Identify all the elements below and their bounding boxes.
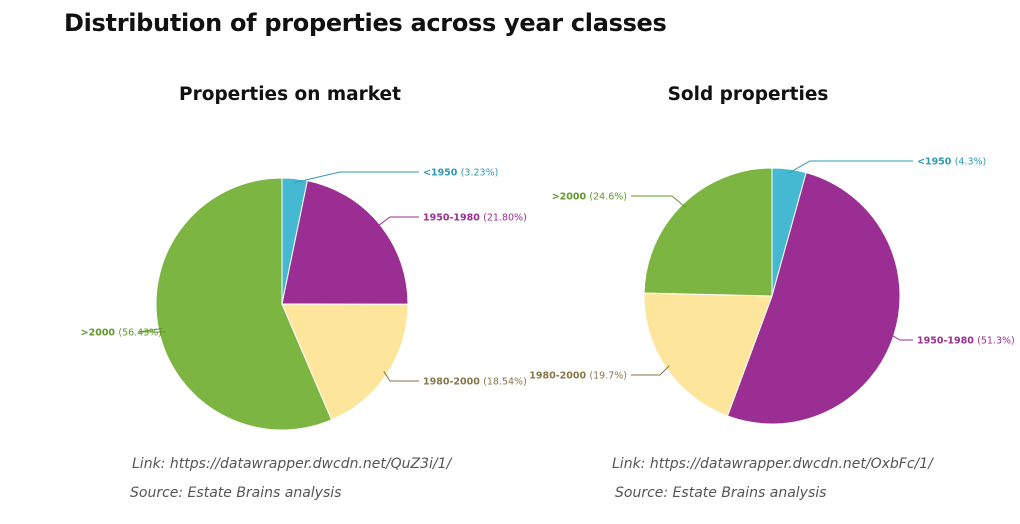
leader-line-on-market-gt2000	[137, 328, 166, 333]
leader-line-sold-1950-1980	[889, 333, 913, 341]
link-prefix: Link:	[132, 456, 166, 472]
pie-slice-sold-1980-2000	[643, 292, 773, 417]
chart-title-on-market: Properties on market	[179, 84, 401, 105]
pie-slice-sold-1950-1980	[726, 172, 901, 425]
slice-label-on-market-gt2000: >2000 (56.43%)	[81, 328, 162, 339]
slice-label-sold-1950-1980: 1950-1980 (51.3%)	[917, 336, 1015, 347]
slice-label-on-market-lt1950: <1950 (3.23%)	[423, 168, 498, 179]
slice-label-sold-1980-2000: 1980-2000 (19.7%)	[529, 371, 627, 382]
leader-line-sold-1980-2000	[631, 365, 670, 376]
leader-line-sold-lt1950	[788, 160, 913, 174]
link-note-right: Link: https://datawrapper.dwcdn.net/OxbF…	[612, 456, 933, 472]
leader-line-on-market-lt1950	[294, 171, 419, 184]
link-url-left[interactable]: https://datawrapper.dwcdn.net/QuZ3i/1/	[169, 456, 452, 472]
pie-slice-sold-gt2000	[643, 167, 773, 297]
slice-label-on-market-1980-2000: 1980-2000 (18.54%)	[423, 377, 527, 388]
source-note-left: Source: Estate Brains analysis	[130, 485, 342, 501]
leader-line-on-market-1950-1980	[376, 216, 419, 228]
slice-label-sold-lt1950: <1950 (4.3%)	[917, 157, 986, 168]
page-title: Distribution of properties across year c…	[64, 9, 667, 37]
link-prefix: Link:	[612, 456, 646, 472]
link-note-left: Link: https://datawrapper.dwcdn.net/QuZ3…	[132, 456, 451, 472]
slice-label-on-market-1950-1980: 1950-1980 (21.80%)	[423, 213, 527, 224]
leader-line-on-market-1980-2000	[383, 371, 419, 382]
chart-title-sold: Sold properties	[667, 84, 829, 105]
slice-label-sold-gt2000: >2000 (24.6%)	[552, 192, 627, 203]
link-url-right[interactable]: https://datawrapper.dwcdn.net/OxbFc/1/	[649, 456, 933, 472]
leader-line-sold-gt2000	[631, 195, 686, 208]
pie-slice-on-market-1980-2000	[281, 303, 409, 421]
source-note-right: Source: Estate Brains analysis	[615, 485, 827, 501]
